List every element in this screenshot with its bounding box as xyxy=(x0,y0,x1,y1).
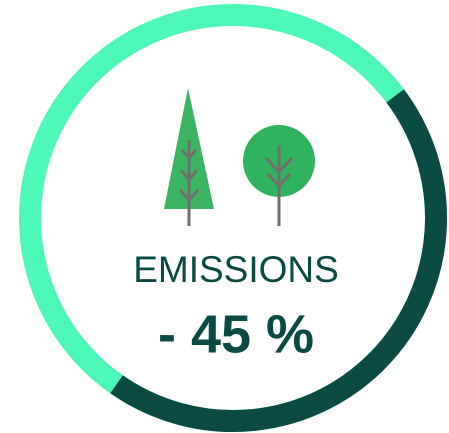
gauge-arc xyxy=(110,89,447,432)
round-tree-branches xyxy=(264,145,294,226)
conifer-branches xyxy=(178,140,200,226)
gauge-label: EMISSIONS xyxy=(133,249,339,290)
trees xyxy=(164,88,315,226)
gauge-value-label: - 45 % xyxy=(158,304,314,364)
